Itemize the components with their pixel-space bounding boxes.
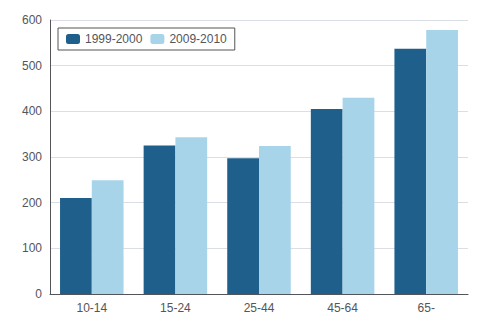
svg-text:15-24: 15-24 [160, 301, 191, 315]
svg-text:100: 100 [22, 241, 42, 255]
svg-text:25-44: 25-44 [244, 301, 275, 315]
svg-text:65-: 65- [418, 301, 435, 315]
svg-text:600: 600 [22, 13, 42, 27]
svg-text:500: 500 [22, 59, 42, 73]
svg-text:10-14: 10-14 [76, 301, 107, 315]
svg-text:1999-2000: 1999-2000 [85, 32, 143, 46]
svg-text:0: 0 [35, 287, 42, 301]
svg-text:200: 200 [22, 196, 42, 210]
svg-text:400: 400 [22, 104, 42, 118]
svg-text:2009-2010: 2009-2010 [169, 32, 227, 46]
svg-text:45-64: 45-64 [327, 301, 358, 315]
svg-text:300: 300 [22, 150, 42, 164]
